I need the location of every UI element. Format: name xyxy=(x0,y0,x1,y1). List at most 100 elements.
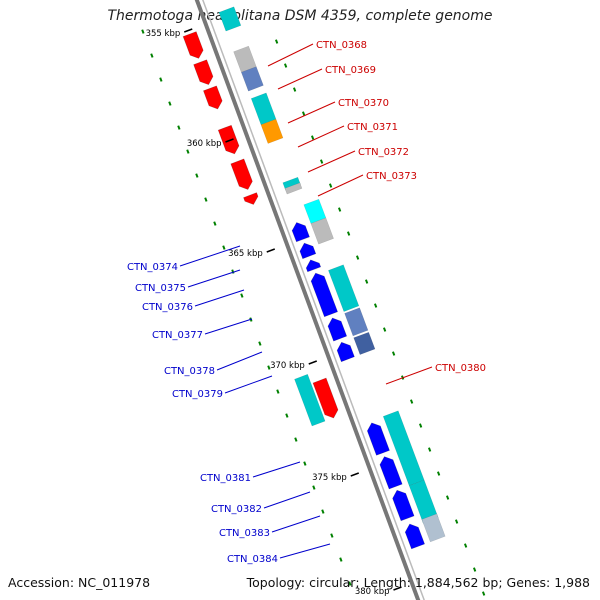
reverse-gene-arrow xyxy=(310,272,338,318)
scale-label: 365 kbp xyxy=(228,249,263,259)
reverse-label-leader xyxy=(194,289,245,307)
reverse-gene-arrow xyxy=(379,456,403,490)
reverse-gene-label: CTN_0377 xyxy=(152,330,203,341)
blast-hit-block xyxy=(328,264,360,312)
reverse-gene-arrow xyxy=(291,222,310,243)
gc-dot xyxy=(338,207,342,212)
accession-text: Accession: NC_011978 xyxy=(8,575,151,590)
reverse-gene-label: CTN_0375 xyxy=(135,283,186,294)
blast-hit-block xyxy=(294,373,326,427)
blast-hit-block xyxy=(250,92,277,126)
reverse-label-leader xyxy=(179,245,241,267)
scale-label: 370 kbp xyxy=(270,361,305,371)
gc-dot xyxy=(348,581,352,586)
gc-dot xyxy=(240,293,244,298)
forward-label-leader xyxy=(385,366,433,385)
gc-dot xyxy=(346,231,351,236)
forward-label-leader xyxy=(297,125,345,148)
reverse-gene-arrow xyxy=(366,422,390,456)
gc-dot xyxy=(213,221,217,226)
gc-dot xyxy=(150,53,154,58)
gc-dot xyxy=(285,413,289,418)
scale-tick xyxy=(393,586,402,591)
gc-dot xyxy=(436,471,441,476)
genes-layer xyxy=(182,6,446,550)
scale-label: 355 kbp xyxy=(146,29,181,39)
forward-gene-arrow xyxy=(243,192,259,205)
gc-dot xyxy=(445,495,450,500)
forward-gene-arrow xyxy=(193,59,214,85)
scale-label: 380 kbp xyxy=(355,587,390,597)
backbone-line xyxy=(194,0,421,600)
reverse-label-leader xyxy=(263,491,311,509)
forward-gene-arrow xyxy=(182,31,204,59)
gc-dot xyxy=(141,29,145,34)
scale-tick xyxy=(350,472,360,477)
gc-dot xyxy=(392,351,396,356)
forward-gene-arrow xyxy=(312,377,339,419)
reverse-label-leader xyxy=(187,269,241,288)
gc-dot xyxy=(473,567,477,572)
forward-gene-label: CTN_0370 xyxy=(338,98,389,109)
scale-tick xyxy=(225,138,234,143)
reverse-gene-label: CTN_0381 xyxy=(200,473,251,484)
gc-dot xyxy=(231,269,235,274)
forward-gene-arrow xyxy=(230,158,253,190)
reverse-gene-label: CTN_0378 xyxy=(164,366,215,377)
reverse-label-leader xyxy=(224,375,273,394)
reverse-gene-label: CTN_0383 xyxy=(219,528,270,539)
scale-tick xyxy=(308,360,318,365)
reverse-gene-label: CTN_0376 xyxy=(142,302,193,313)
scale-tick xyxy=(266,248,276,253)
gc-dot xyxy=(356,255,360,260)
reverse-label-leader xyxy=(204,318,253,335)
gc-dot xyxy=(418,423,423,428)
genome-stats-text: Topology: circular; Length: 1,884,562 bp… xyxy=(246,575,590,590)
gc-dot xyxy=(222,245,226,250)
scale-tick xyxy=(183,28,193,33)
blast-hit-block xyxy=(240,66,264,92)
gc-dot xyxy=(283,63,288,68)
gc-dot xyxy=(330,533,334,538)
scale-ticks-layer: 355 kbp 360 kbp 365 kbp 370 kbp 375 kbp 380 k… xyxy=(146,28,402,597)
gc-dot xyxy=(310,135,315,140)
blast-hit-block xyxy=(344,307,369,337)
reverse-label-leader xyxy=(271,515,321,533)
gene-labels-layer: CTN_0368 CTN_0369 CTN_0370 CTN_0371 CTN_0372… xyxy=(127,40,486,565)
backbone-shadow-line xyxy=(202,0,425,600)
forward-label-leader xyxy=(277,68,323,90)
reverse-label-leader xyxy=(216,351,263,371)
blast-hit-block xyxy=(421,513,446,543)
gc-dot xyxy=(292,87,297,92)
gc-dot xyxy=(383,327,387,332)
forward-gene-label: CTN_0372 xyxy=(358,147,409,158)
forward-label-leader xyxy=(267,43,314,67)
reverse-gene-arrow xyxy=(336,341,355,363)
gc-dot xyxy=(374,303,378,308)
gc-dot xyxy=(186,149,190,154)
forward-label-leader xyxy=(287,101,336,124)
forward-gene-label: CTN_0371 xyxy=(347,122,398,133)
reverse-gene-label: CTN_0382 xyxy=(211,504,262,515)
forward-gene-label: CTN_0380 xyxy=(435,363,486,374)
gc-dot xyxy=(482,591,486,596)
reverse-gene-arrow xyxy=(305,259,322,273)
gc-dot xyxy=(365,279,369,284)
reverse-gene-label: CTN_0379 xyxy=(172,389,223,400)
gc-dot xyxy=(274,39,279,44)
gc-dot xyxy=(463,543,468,548)
gc-dot xyxy=(455,519,459,524)
gc-dot xyxy=(258,341,262,346)
gc-dot xyxy=(329,183,333,188)
gc-dot xyxy=(177,125,181,130)
blast-hit-block xyxy=(284,182,303,195)
gc-dot xyxy=(301,111,306,116)
forward-gene-arrow xyxy=(203,85,223,110)
reverse-gene-arrow xyxy=(404,523,425,550)
gc-dot xyxy=(339,557,343,562)
gc-dot xyxy=(294,437,298,442)
gc-dot xyxy=(321,509,325,514)
gc-dot xyxy=(319,159,324,164)
forward-gene-arrow xyxy=(217,124,240,155)
forward-label-leader xyxy=(317,174,364,197)
